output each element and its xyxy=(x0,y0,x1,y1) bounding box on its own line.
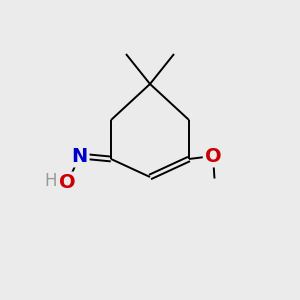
Text: O: O xyxy=(59,173,76,193)
Text: O: O xyxy=(205,146,221,166)
Text: H: H xyxy=(45,172,57,190)
Text: N: N xyxy=(71,146,88,166)
